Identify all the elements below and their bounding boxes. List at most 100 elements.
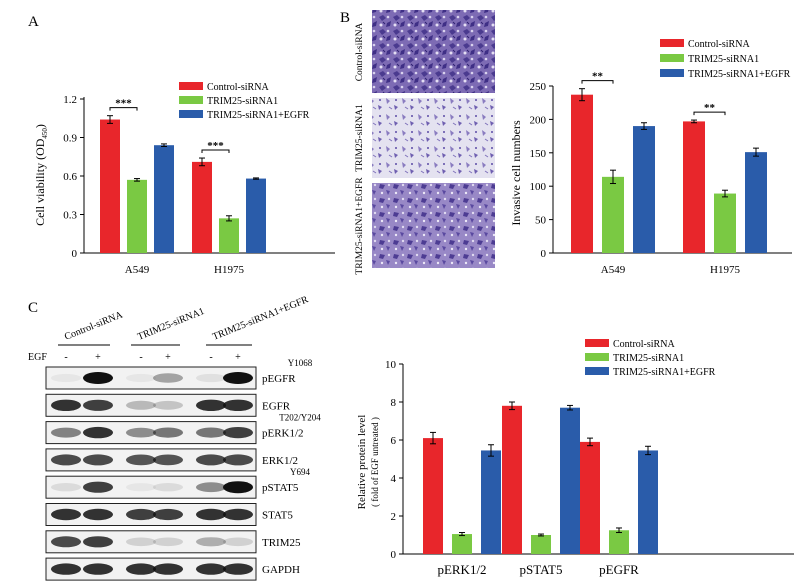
blot-band [51, 563, 81, 575]
blot-band [83, 372, 113, 384]
blot-site-label: Y694 [290, 467, 310, 477]
chart-a-xtick-label: A549 [125, 264, 150, 276]
chart-b-ylabel: Invasive cell numbers [509, 120, 523, 226]
chart-a-xtick-label: H1975 [214, 264, 244, 276]
chart-a: 0 0.3 0.6 0.9 1.2 A549 H1975 *** *** Cell viab… [33, 82, 335, 276]
micrograph-label-trim25-egfr: TRIM25-siRNA1+EGFR [355, 177, 365, 275]
blot-egf-state: - [139, 352, 142, 363]
blot-band [153, 427, 183, 438]
chart-b-bar [714, 193, 736, 253]
blot-band [153, 454, 183, 466]
chart-b-legend: Control-siRNA TRIM25-siRNA1 TRIM25-siRNA1+… [660, 39, 791, 80]
chart-c-bar [481, 450, 501, 554]
chart-c-ylabel: Relative protein level [356, 415, 368, 510]
chart-b-ytick-label: 50 [535, 215, 547, 227]
blot-row-label: EGFR [262, 400, 291, 412]
chart-a-sig: *** *** [109, 98, 230, 154]
blot-band [51, 483, 81, 492]
blot-band [51, 373, 81, 383]
blot-band [51, 508, 81, 521]
chart-c-bars [423, 401, 658, 554]
blot-egf-label: EGF [28, 352, 47, 363]
blot-egf-state: + [95, 352, 101, 363]
chart-b-ytick-label: 250 [530, 81, 547, 93]
blot-band [83, 508, 113, 521]
chart-b-ytick-label: 150 [530, 148, 547, 160]
blot-site-label: Y1068 [288, 358, 313, 368]
chart-c-ytick-label: 10 [385, 359, 397, 371]
chart-a-bar [246, 178, 266, 253]
chart-c-bar [580, 441, 600, 554]
blot-band [126, 483, 156, 492]
chart-b-bars [571, 88, 767, 254]
chart-b-ytick-label: 100 [530, 181, 547, 193]
blot-band [223, 537, 253, 547]
blot-band [196, 482, 226, 493]
blot-band [196, 454, 226, 466]
chart-a-ylabel-main: Cell viability (OD [33, 138, 47, 226]
blot-band [153, 563, 183, 575]
chart-b-sig: ** ** [581, 71, 726, 116]
chart-a-sig-bracket [201, 149, 230, 154]
chart-c-legend-label: TRIM25-siRNA1 [613, 353, 684, 364]
blot-band [126, 508, 156, 521]
chart-b-legend-label: Control-siRNA [688, 39, 750, 50]
blot-band [126, 563, 156, 575]
panel-letter-a: A [28, 14, 39, 30]
blot-rows: pEGFR Y1068 EGFR pERK1/2 T202/Y204 ERK1/2 pSTA… [45, 358, 321, 581]
blot-band [196, 508, 226, 521]
blot-band [223, 427, 253, 439]
chart-c-xlabels: pERK1/2 pSTAT5 pEGFR [437, 562, 639, 577]
chart-a-sig-label: *** [207, 140, 224, 152]
chart-a-ytick-label: 0 [72, 248, 78, 260]
blot-band [83, 563, 113, 575]
chart-b-bar [602, 176, 624, 253]
blot-band [223, 399, 253, 411]
blot-band [126, 427, 156, 438]
blot-band [153, 400, 183, 410]
chart-b: 0 50 100 150 200 250 A549 H1975 ** ** Invasive … [509, 39, 792, 276]
chart-c-ytick-label: 0 [391, 549, 397, 561]
blot-band [196, 563, 226, 575]
chart-a-legend-swatch [179, 82, 203, 90]
chart-b-legend-label: TRIM25-siRNA1 [688, 54, 759, 65]
micrograph-control [372, 10, 495, 93]
blot-row-label: STAT5 [262, 510, 293, 522]
chart-b-sig-bracket [693, 111, 726, 116]
blot-row-label: pEGFR [262, 373, 296, 385]
chart-a-yticks: 0 0.3 0.6 0.9 1.2 [63, 94, 84, 260]
blot-band [153, 508, 183, 521]
blot-row-label: ERK1/2 [262, 455, 298, 467]
chart-a-legend: Control-siRNA TRIM25-siRNA1 TRIM25-siRNA1+… [179, 82, 310, 121]
blot-band [153, 373, 183, 383]
blot-band [196, 399, 226, 411]
chart-a-legend-label: TRIM25-siRNA1+EGFR [207, 110, 310, 121]
chart-c-legend-label: TRIM25-siRNA1+EGFR [613, 367, 716, 378]
blot-band [126, 537, 156, 547]
blot-band [223, 372, 253, 384]
chart-b-legend-label: TRIM25-siRNA1+EGFR [688, 69, 791, 80]
chart-c-legend: Control-siRNA TRIM25-siRNA1 TRIM25-siRNA1+… [585, 339, 716, 378]
chart-c-ytick-label: 2 [391, 511, 397, 523]
blot-group-label: TRIM25-siRNA1+EGFR [211, 294, 310, 343]
chart-b-sig-bracket [581, 80, 614, 84]
micrograph-group: Control-siRNA TRIM25-siRNA1 TRIM25-siRNA… [355, 10, 495, 275]
chart-a-legend-label: Control-siRNA [207, 82, 269, 93]
chart-a-ytick-label: 1.2 [63, 94, 77, 106]
blot-row-label: pERK1/2 [262, 428, 304, 440]
blot-band [223, 454, 253, 466]
chart-a-bars [100, 115, 266, 254]
blot-site-label: T202/Y204 [279, 413, 321, 423]
chart-b-sig-label: ** [704, 102, 716, 114]
chart-c-bar [423, 438, 443, 554]
chart-c-bar [560, 407, 580, 554]
blot-band [83, 399, 113, 411]
chart-c-bar [531, 535, 551, 554]
blot-band [153, 483, 183, 492]
blot-band [51, 427, 81, 438]
chart-a-sig-bracket [109, 107, 138, 111]
chart-c-ytick-label: 4 [391, 473, 397, 485]
chart-c-yticks: 0 2 4 6 8 10 [385, 359, 403, 561]
blot-egf-state: - [209, 352, 212, 363]
